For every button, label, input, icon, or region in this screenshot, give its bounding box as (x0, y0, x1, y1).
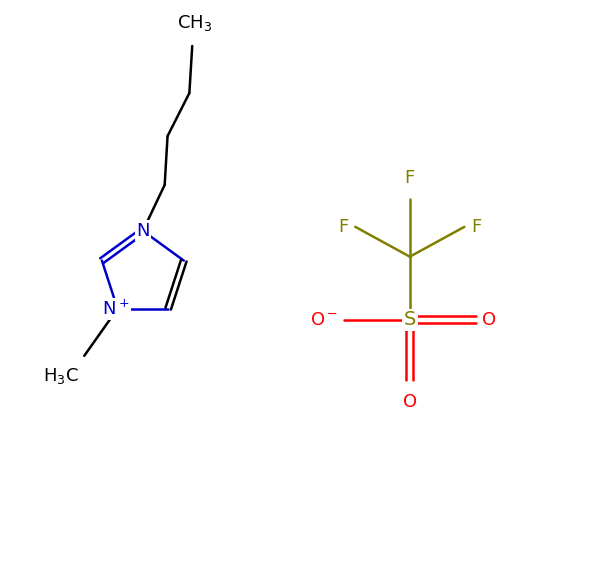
Text: F: F (405, 169, 415, 186)
Text: CH$_3$: CH$_3$ (178, 14, 213, 34)
Text: N$^+$: N$^+$ (102, 299, 129, 318)
Text: O$^-$: O$^-$ (310, 311, 338, 329)
Text: F: F (471, 218, 481, 236)
Text: F: F (338, 218, 348, 236)
Text: S: S (404, 310, 416, 329)
Text: O: O (403, 393, 417, 411)
Text: N: N (136, 222, 150, 240)
Text: O: O (481, 311, 496, 329)
Text: H$_3$C: H$_3$C (42, 366, 78, 386)
